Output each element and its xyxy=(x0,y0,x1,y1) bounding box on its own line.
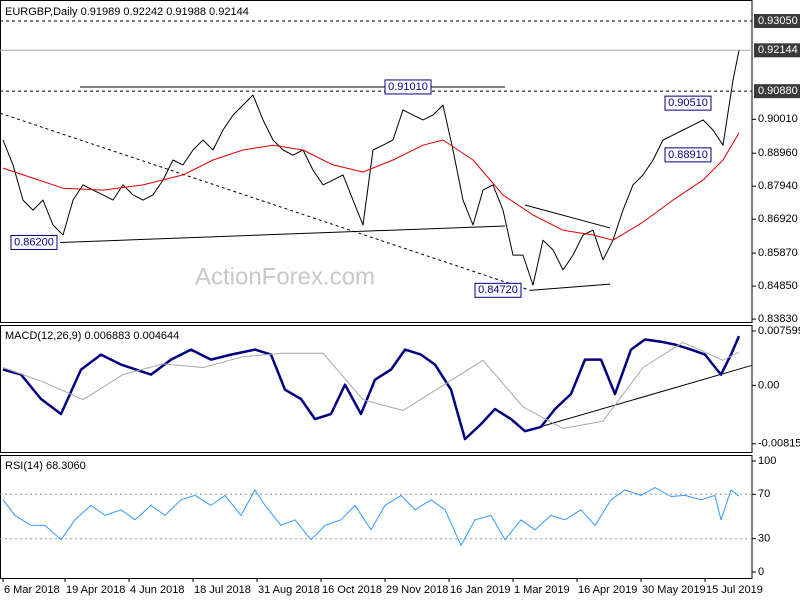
trendline xyxy=(524,364,753,432)
y-tick-label: 0.84850 xyxy=(758,280,798,292)
y-tick-label: 0.007599 xyxy=(758,325,800,337)
series-line xyxy=(2,132,740,241)
x-tick-label: 16 Apr 2019 xyxy=(578,584,637,596)
series-line xyxy=(2,487,740,546)
y-tick-label: 0 xyxy=(758,566,764,578)
level-label: 0.93050 xyxy=(758,15,798,27)
y-tick-label: 0.87940 xyxy=(758,180,798,192)
y-tick-label: 70 xyxy=(758,488,770,500)
level-label: 0.90880 xyxy=(758,85,798,97)
panel-frame xyxy=(0,0,753,323)
y-tick-label: -0.00815 xyxy=(758,438,800,450)
level-label-box xyxy=(754,43,800,58)
series-line xyxy=(2,50,740,286)
x-tick-label: 15 Jul 2019 xyxy=(706,584,763,596)
watermark: ActionForex.com xyxy=(195,263,375,290)
annotation-box xyxy=(474,282,522,298)
series-line xyxy=(2,341,740,429)
x-tick-label: 16 Oct 2018 xyxy=(322,584,382,596)
y-tick-label: 30 xyxy=(758,533,770,545)
y-tick-label: 0.83830 xyxy=(758,313,798,325)
x-tick-label: 4 Jun 2018 xyxy=(130,584,184,596)
level-label: 0.92144 xyxy=(758,44,798,56)
annotation-box xyxy=(384,79,432,95)
annotation-box xyxy=(664,147,712,163)
panel-frame xyxy=(0,325,753,453)
series-line xyxy=(2,335,741,441)
trendline xyxy=(529,283,611,291)
annotation-label: 0.88910 xyxy=(668,149,708,161)
panel-title: MACD(12,26,9) 0.006883 0.004644 xyxy=(5,330,179,342)
level-label-box xyxy=(754,84,800,99)
panel-title: RSI(14) 68.3060 xyxy=(5,460,86,472)
x-tick-label: 16 Jan 2019 xyxy=(450,584,511,596)
panel-frame xyxy=(0,455,753,579)
x-tick-label: 18 Jul 2018 xyxy=(194,584,251,596)
x-tick-label: 1 Mar 2019 xyxy=(514,584,570,596)
annotation-label: 0.90510 xyxy=(668,97,708,109)
y-tick-label: 100 xyxy=(758,455,776,467)
x-tick-label: 6 Mar 2018 xyxy=(4,584,60,596)
trendline xyxy=(524,204,611,229)
panel-title: EURGBP,Daily 0.91989 0.92242 0.91988 0.9… xyxy=(5,6,249,18)
level-label-box xyxy=(754,14,800,29)
y-tick-label: 0.88960 xyxy=(758,147,798,159)
y-tick-label: 0.00 xyxy=(758,379,779,391)
y-tick-label: 0.90010 xyxy=(758,113,798,125)
annotation-label: 0.84720 xyxy=(478,284,518,296)
x-tick-label: 19 Apr 2018 xyxy=(66,584,125,596)
y-tick-label: 0.85870 xyxy=(758,247,798,259)
annotation-box xyxy=(10,234,58,250)
annotation-label: 0.91010 xyxy=(388,81,428,93)
annotation-label: 0.86200 xyxy=(14,236,54,248)
x-tick-label: 30 May 2019 xyxy=(642,584,706,596)
y-tick-label: 0.86920 xyxy=(758,213,798,225)
x-tick-label: 31 Aug 2018 xyxy=(258,584,320,596)
annotation-box xyxy=(664,95,712,111)
trendline xyxy=(59,225,506,243)
x-tick-label: 29 Nov 2018 xyxy=(386,584,448,596)
